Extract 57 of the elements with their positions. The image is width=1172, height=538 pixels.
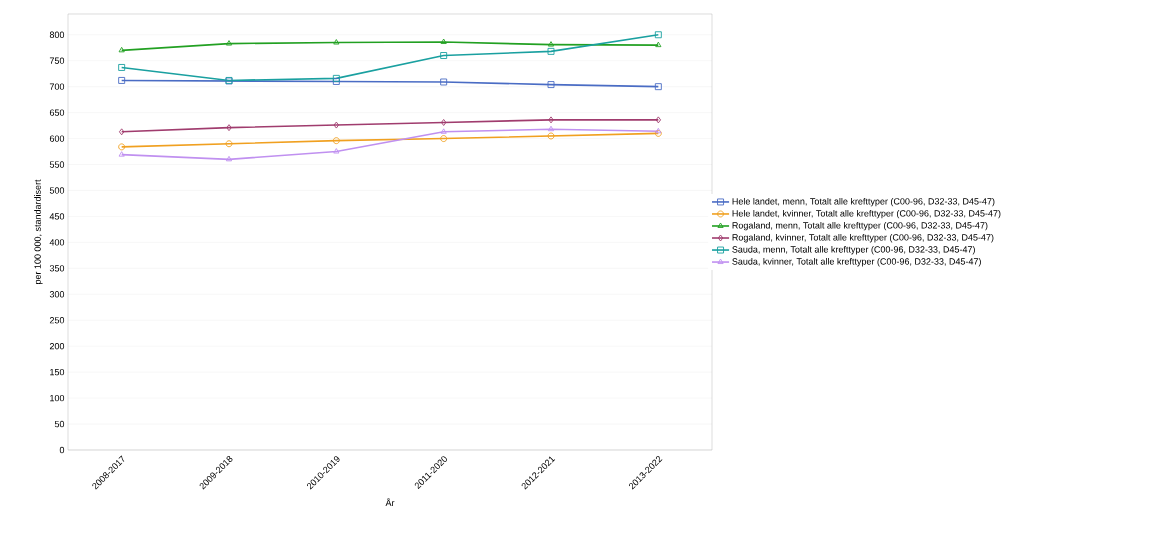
- point: [440, 128, 447, 134]
- point: [118, 64, 126, 71]
- y-tick-label: 0: [59, 446, 65, 454]
- legend-label: Rogaland, menn, Totalt alle krefttyper (C00-96, D32-33, D45-47): [732, 221, 988, 231]
- point: [655, 116, 662, 124]
- y-tick-label: 600: [49, 135, 65, 142]
- point: [118, 76, 126, 84]
- point: [440, 38, 447, 44]
- y-tick-label: 100: [50, 394, 65, 402]
- point: [547, 41, 555, 47]
- point: [118, 143, 126, 151]
- point: [440, 119, 447, 126]
- point: [440, 135, 448, 143]
- legend-label: Sauda, menn, Totalt alle krefttyper (C00-96, D32-33, D45-47): [732, 246, 975, 255]
- y-tick-label: 500: [49, 187, 65, 194]
- point: [440, 78, 448, 86]
- legend-label: Hele landet, kvinner, Totalt alle krefttyper (C00-96, D32-33, D45-47): [732, 209, 1001, 219]
- point: [118, 151, 125, 157]
- point: [225, 155, 233, 162]
- point: [333, 121, 340, 129]
- point: [225, 140, 233, 148]
- y-tick-label: 700: [49, 83, 65, 90]
- point: [118, 46, 125, 53]
- point: [654, 31, 662, 39]
- point: [332, 74, 340, 82]
- y-tick-label: 650: [49, 109, 65, 116]
- y-tick-label: 350: [49, 265, 65, 272]
- point: [332, 137, 340, 145]
- y-tick-label: 450: [49, 213, 65, 220]
- point: [547, 47, 555, 55]
- point: [333, 39, 340, 45]
- y-tick-label: 300: [49, 291, 65, 298]
- point: [225, 40, 233, 46]
- point: [548, 116, 554, 124]
- point: [226, 124, 232, 132]
- y-tick-label: 200: [49, 343, 65, 350]
- legend-label: Rogaland, kvinner, Totalt alle krefttyper (C00-96, D32-33, D45-47): [732, 234, 994, 243]
- point: [440, 52, 448, 59]
- point: [118, 128, 125, 136]
- point: [547, 132, 555, 140]
- point: [332, 78, 340, 85]
- point: [547, 125, 555, 132]
- legend-label: Sauda, kvinner, Totalt alle krefttyper (C00-96, D32-33, D45-47): [732, 258, 981, 267]
- point: [655, 41, 662, 48]
- legend-label: Hele landet, menn, Totalt alle krefttyper (C00-96, D32-33, D45-47): [732, 197, 995, 207]
- point: [547, 81, 555, 89]
- point: [333, 148, 340, 154]
- point: [654, 83, 662, 91]
- y-tick-label: 750: [49, 57, 65, 64]
- y-tick-label: 50: [54, 420, 65, 428]
- y-tick-label: 150: [50, 368, 65, 376]
- y-tick-label: 800: [49, 31, 65, 38]
- y-tick-label: 400: [49, 239, 65, 246]
- y-tick-label: 250: [49, 317, 65, 324]
- y-axis-title: per 100 000, standardisert: [34, 179, 43, 284]
- x-axis-title: År: [385, 498, 395, 507]
- y-tick-label: 550: [49, 161, 65, 168]
